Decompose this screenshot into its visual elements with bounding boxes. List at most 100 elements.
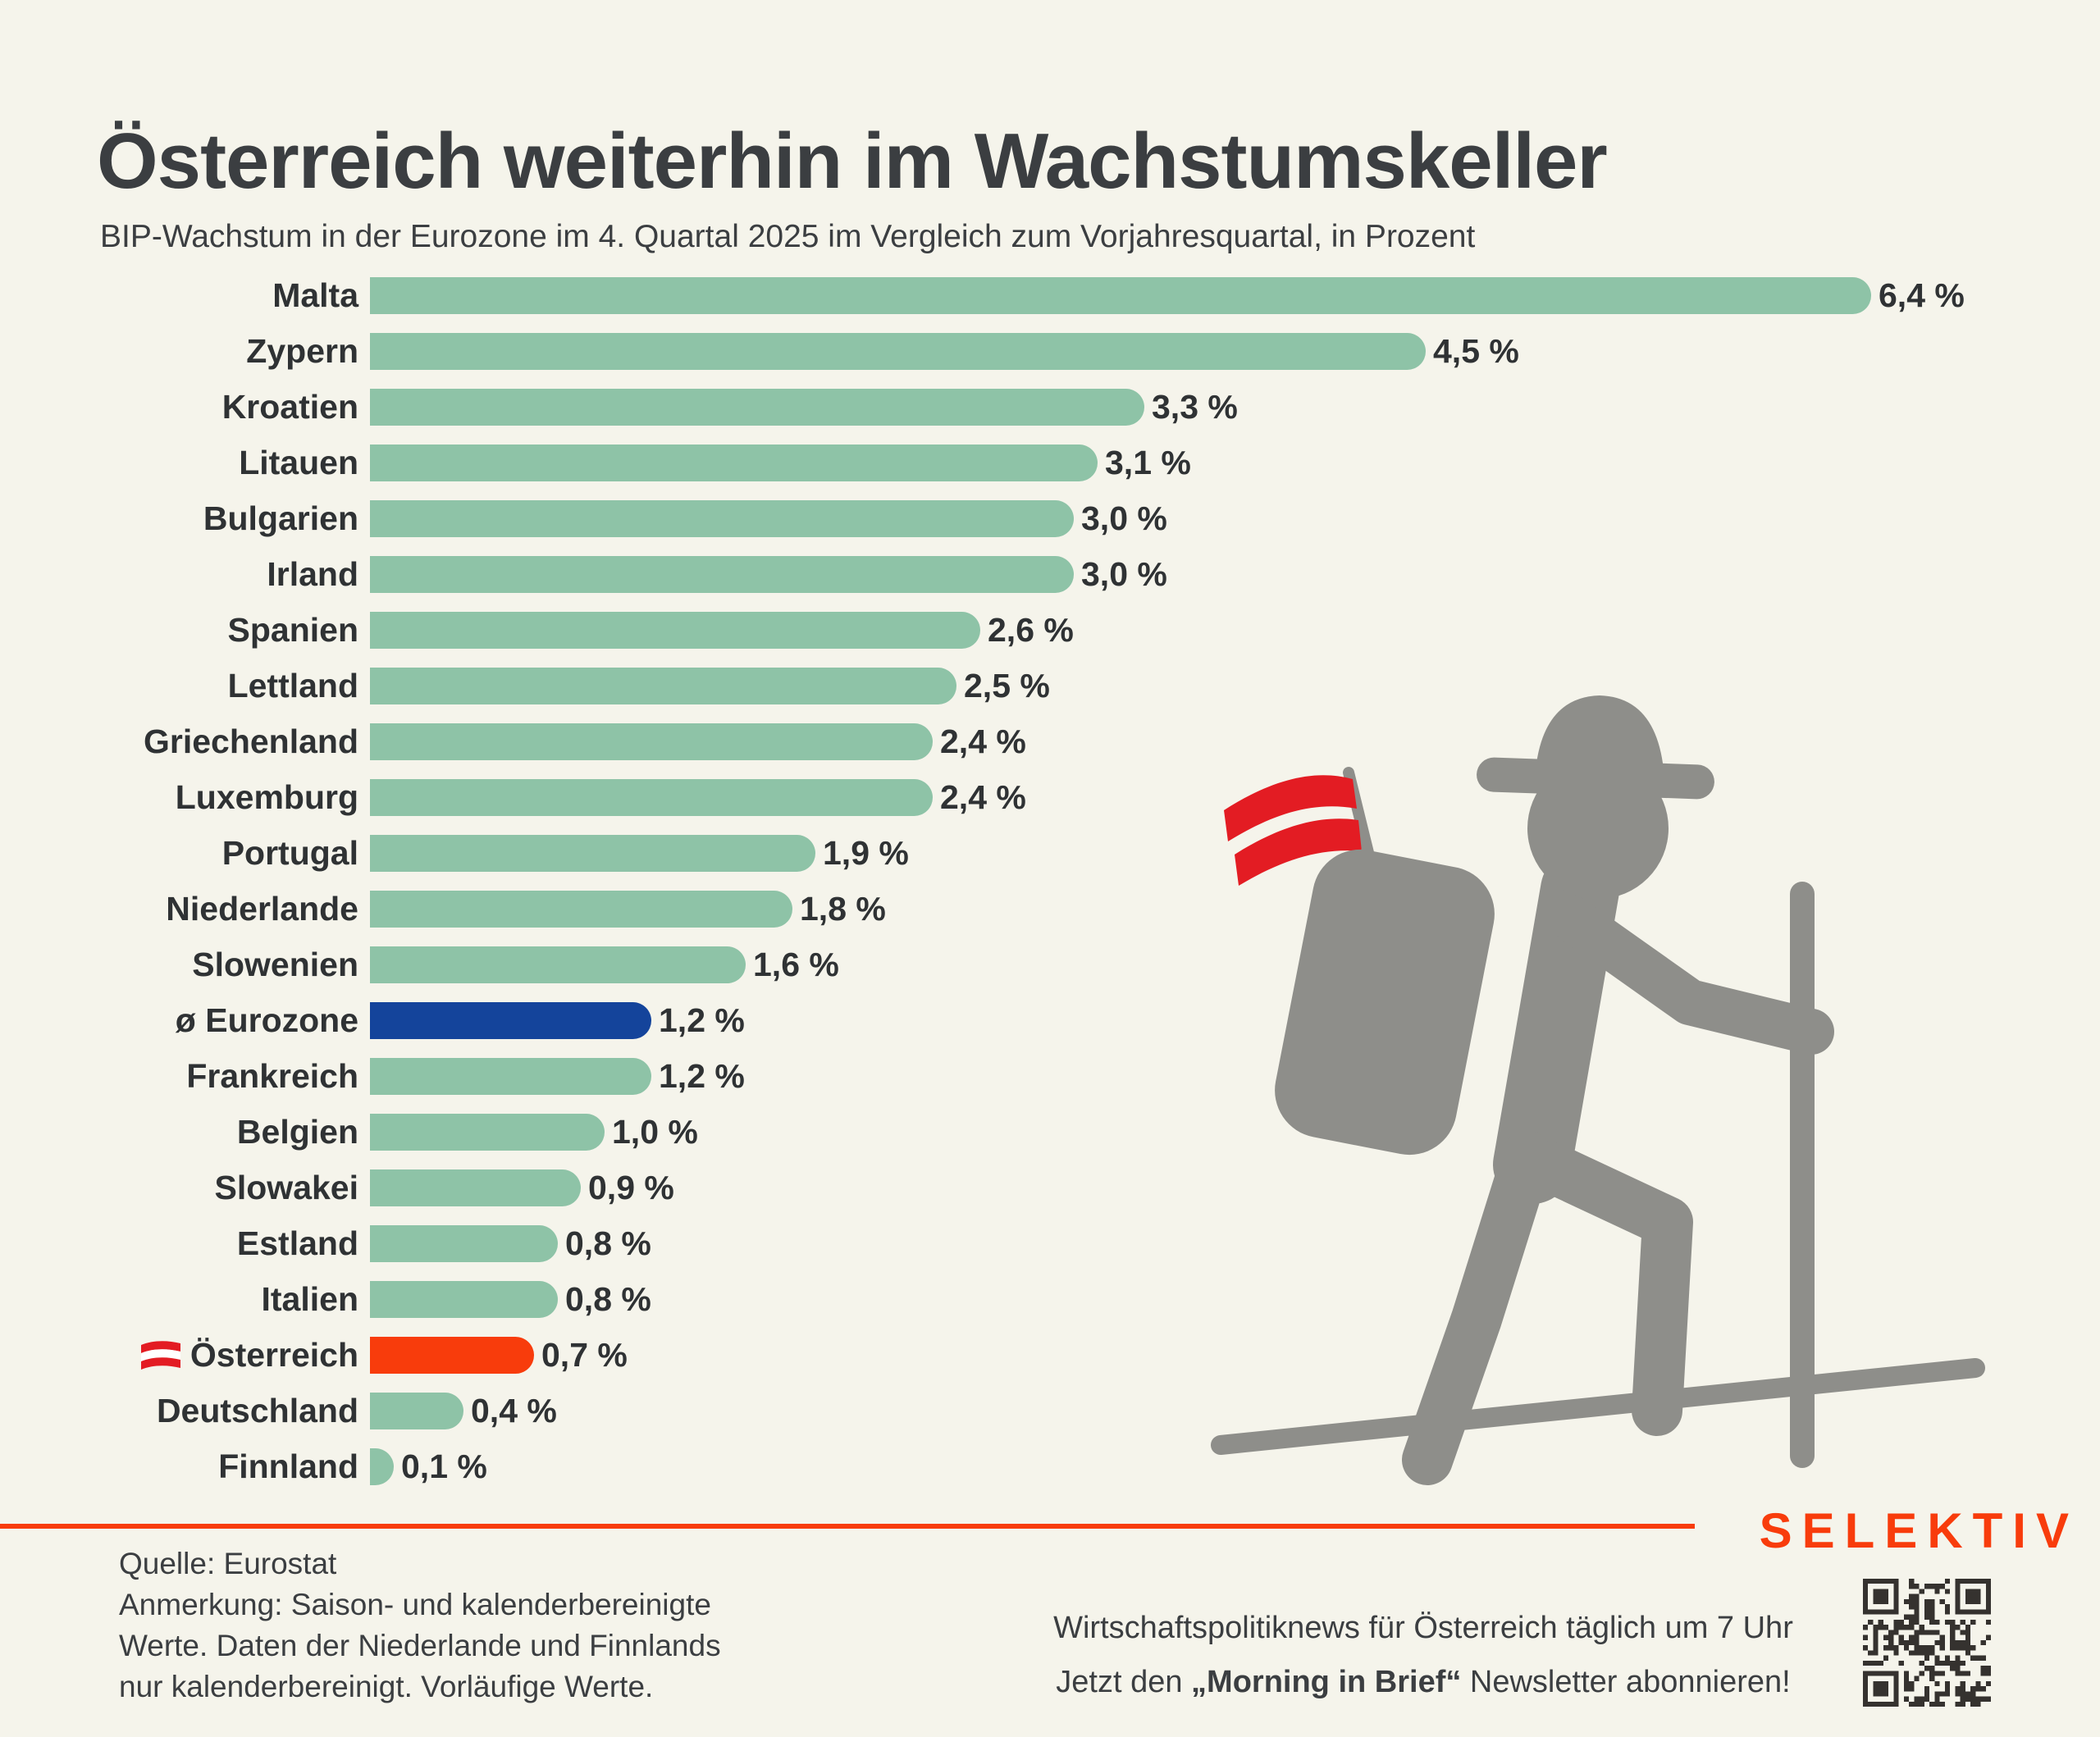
- value-label: 3,3 %: [1152, 387, 1238, 426]
- country-label-cell: Irland: [0, 555, 370, 594]
- chart-row: Zypern 4,5 %: [0, 323, 2100, 379]
- country-label-cell: Luxemburg: [0, 778, 370, 817]
- footer-divider-line: [0, 1524, 1695, 1529]
- country-label: Österreich: [189, 1335, 358, 1374]
- austria-flag-icon: [140, 1341, 180, 1370]
- source-line: Anmerkung: Saison- und kalenderbereinigt…: [119, 1588, 711, 1621]
- country-label: Zypern: [246, 331, 358, 370]
- country-label: Kroatien: [221, 387, 358, 426]
- chart-row: Malta 6,4 %: [0, 267, 2100, 323]
- value-bar: [370, 1448, 394, 1485]
- hiker-illustration: [1211, 695, 1985, 1485]
- chart-row: Litauen 3,1 %: [0, 435, 2100, 490]
- value-label: 0,4 %: [471, 1391, 557, 1429]
- country-label: Slowenien: [192, 945, 358, 983]
- value-label: 3,0 %: [1081, 554, 1167, 593]
- page-title: Österreich weiterhin im Wachstumskeller: [97, 117, 1608, 206]
- newsletter-line2: Jetzt den „Morning in Brief“ Newsletter …: [1056, 1665, 1791, 1699]
- country-label-cell: Griechenland: [0, 723, 370, 761]
- country-label: Portugal: [221, 833, 358, 872]
- country-label-cell: Kroatien: [0, 388, 370, 426]
- country-label: ø Eurozone: [175, 1001, 358, 1039]
- country-label-cell: Italien: [0, 1280, 370, 1319]
- chart-row: Belgien 1,0 %: [0, 1104, 2100, 1160]
- country-label-cell: Finnland: [0, 1448, 370, 1486]
- country-label: Frankreich: [186, 1056, 358, 1095]
- country-label-cell: Estland: [0, 1224, 370, 1263]
- country-label-cell: Litauen: [0, 444, 370, 482]
- value-bar: [370, 499, 1074, 537]
- country-label: Lettland: [227, 666, 358, 704]
- value-bar: [370, 723, 933, 760]
- country-label: Finnland: [218, 1447, 358, 1485]
- value-label: 2,6 %: [988, 610, 1074, 649]
- value-bar: [370, 667, 956, 704]
- chart-row: Kroatien 3,3 %: [0, 379, 2100, 435]
- source-line: Quelle: Eurostat: [119, 1547, 337, 1580]
- source-line: Werte. Daten der Niederlande und Finnlan…: [119, 1629, 721, 1662]
- chart-row: Frankreich 1,2 %: [0, 1048, 2100, 1104]
- country-label: Griechenland: [143, 722, 358, 760]
- hiker-body: [1275, 695, 1834, 1485]
- chart-row: Italien 0,8 %: [0, 1271, 2100, 1327]
- value-label: 1,0 %: [612, 1112, 698, 1151]
- country-label-cell: Niederlande: [0, 890, 370, 928]
- country-label-cell: Spanien: [0, 611, 370, 650]
- value-bar: [370, 611, 980, 649]
- newsletter-promo: Wirtschaftspolitiknews für Österreich tä…: [984, 1601, 1862, 1709]
- chart-row: Irland 3,0 %: [0, 546, 2100, 602]
- value-bar: [370, 1113, 605, 1151]
- chart-row: Slowenien 1,6 %: [0, 937, 2100, 992]
- country-label: Belgien: [236, 1112, 358, 1151]
- source-note: Quelle: Eurostat Anmerkung: Saison- und …: [119, 1543, 721, 1707]
- country-label: Litauen: [239, 443, 358, 481]
- value-bar: [370, 1001, 651, 1039]
- chart-row: Finnland 0,1 %: [0, 1438, 2100, 1494]
- value-bar: [370, 444, 1098, 481]
- country-label-cell: Malta: [0, 276, 370, 315]
- country-label: Luxemburg: [175, 777, 358, 816]
- value-bar: [370, 890, 792, 928]
- country-label-cell: Zypern: [0, 332, 370, 371]
- chart-row: Niederlande 1,8 %: [0, 881, 2100, 937]
- newsletter-line1: Wirtschaftspolitiknews für Österreich tä…: [1053, 1611, 1793, 1645]
- value-bar: [370, 332, 1426, 370]
- country-label-cell: Bulgarien: [0, 499, 370, 538]
- country-label: Estland: [236, 1224, 358, 1262]
- country-label-cell: Lettland: [0, 667, 370, 705]
- flag-on-backpack: [1224, 767, 1379, 886]
- value-label: 2,5 %: [964, 666, 1050, 704]
- chart-row: Bulgarien 3,0 %: [0, 490, 2100, 546]
- value-bar: [370, 946, 746, 983]
- value-label: 0,9 %: [588, 1168, 674, 1206]
- value-label: 0,8 %: [565, 1224, 651, 1262]
- chart-row: Portugal 1,9 %: [0, 825, 2100, 881]
- value-label: 1,9 %: [823, 833, 909, 872]
- value-label: 4,5 %: [1433, 331, 1519, 370]
- country-label-cell: Österreich: [0, 1336, 370, 1375]
- value-bar: [370, 276, 1871, 314]
- chart-row: Lettland 2,5 %: [0, 658, 2100, 713]
- qr-code: [1863, 1579, 1991, 1707]
- value-bar: [370, 555, 1074, 593]
- chart-row: Slowakei 0,9 %: [0, 1160, 2100, 1215]
- country-label-cell: Slowakei: [0, 1169, 370, 1207]
- country-label-cell: Slowenien: [0, 946, 370, 984]
- country-label: Niederlande: [166, 889, 358, 928]
- value-bar: [370, 834, 815, 872]
- country-label: Bulgarien: [203, 499, 358, 537]
- value-bar: [370, 1057, 651, 1095]
- value-label: 3,0 %: [1081, 499, 1167, 537]
- chart-row: ø Eurozone 1,2 %: [0, 992, 2100, 1048]
- country-label: Irland: [267, 554, 358, 593]
- value-label: 3,1 %: [1105, 443, 1191, 481]
- value-label: 2,4 %: [940, 722, 1026, 760]
- country-label-cell: Frankreich: [0, 1057, 370, 1096]
- selektiv-logo: SELEKTIV: [1759, 1503, 2079, 1558]
- chart-row: Österreich 0,7 %: [0, 1327, 2100, 1383]
- value-bar: [370, 1169, 581, 1206]
- country-label: Italien: [261, 1279, 358, 1318]
- value-label: 1,6 %: [753, 945, 839, 983]
- value-bar: [370, 1224, 558, 1262]
